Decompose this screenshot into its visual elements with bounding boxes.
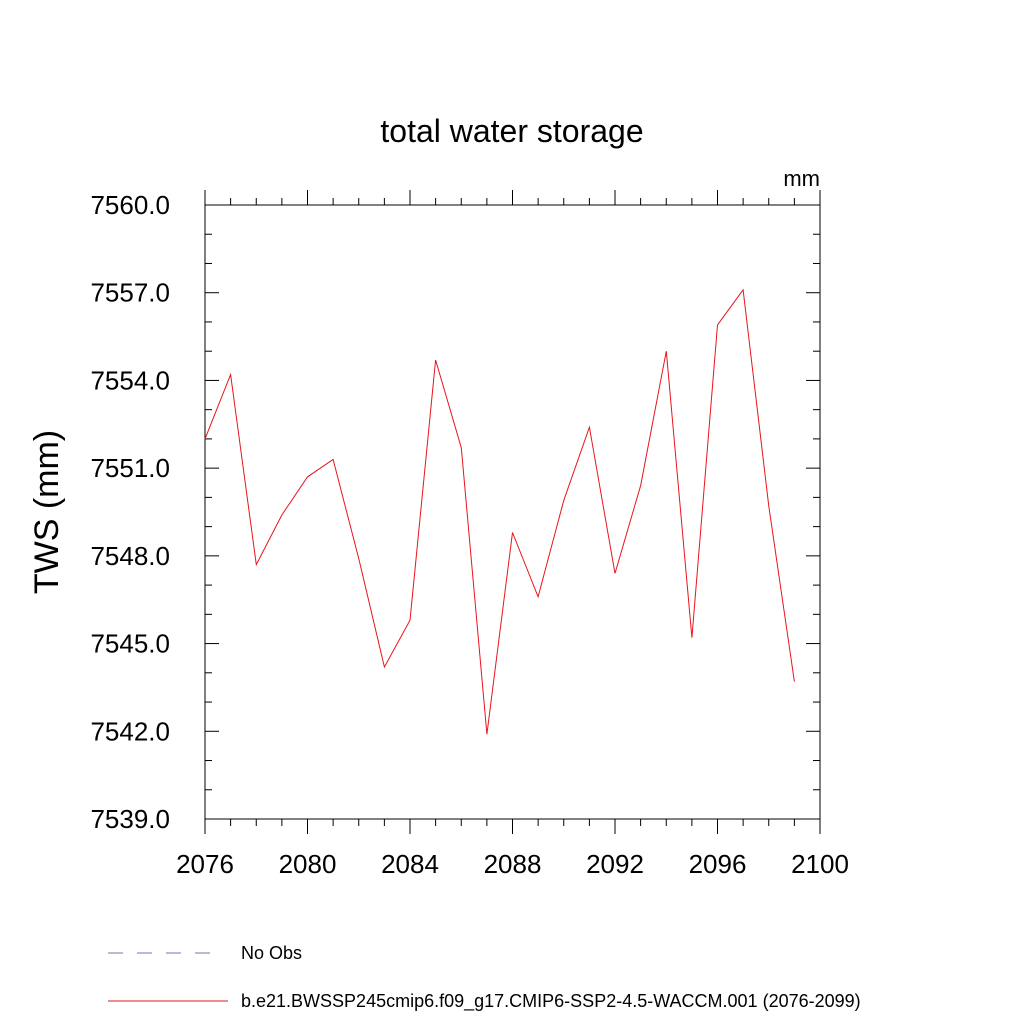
legend-label-no-obs: No Obs <box>241 943 302 963</box>
y-axis-label: TWS (mm) <box>28 430 66 594</box>
y-tick-label: 7542.0 <box>90 716 170 746</box>
y-tick-labels: 7539.0 7542.0 7545.0 7548.0 7551.0 7554.0 7557… <box>90 190 170 834</box>
legend-label-model: b.e21.BWSSP245cmip6.f09_g17.CMIP6-SSP2-4… <box>241 991 861 1012</box>
x-tick-label: 2092 <box>586 849 644 879</box>
legend: No Obs b.e21.BWSSP245cmip6.f09_g17.CMIP6… <box>108 943 861 1012</box>
x-tick-label: 2076 <box>176 849 234 879</box>
x-tick-label: 2096 <box>689 849 747 879</box>
plot-frame <box>204 204 821 820</box>
x-tick-label: 2100 <box>791 849 849 879</box>
y-tick-label: 7548.0 <box>90 541 170 571</box>
series-layer <box>204 288 795 735</box>
series-line <box>204 288 795 735</box>
axis-ticks <box>204 190 821 834</box>
y-tick-label: 7554.0 <box>90 365 170 395</box>
y-tick-label: 7545.0 <box>90 629 170 659</box>
units-label: mm <box>783 166 820 191</box>
y-tick-label: 7539.0 <box>90 804 170 834</box>
x-tick-label: 2080 <box>279 849 337 879</box>
chart-title: total water storage <box>380 113 643 149</box>
x-tick-label: 2088 <box>484 849 542 879</box>
x-tick-label: 2084 <box>381 849 439 879</box>
y-tick-label: 7560.0 <box>90 190 170 220</box>
y-tick-label: 7557.0 <box>90 278 170 308</box>
x-tick-labels: 2076 2080 2084 2088 2092 2096 2100 <box>176 849 849 879</box>
y-tick-label: 7551.0 <box>90 453 170 483</box>
